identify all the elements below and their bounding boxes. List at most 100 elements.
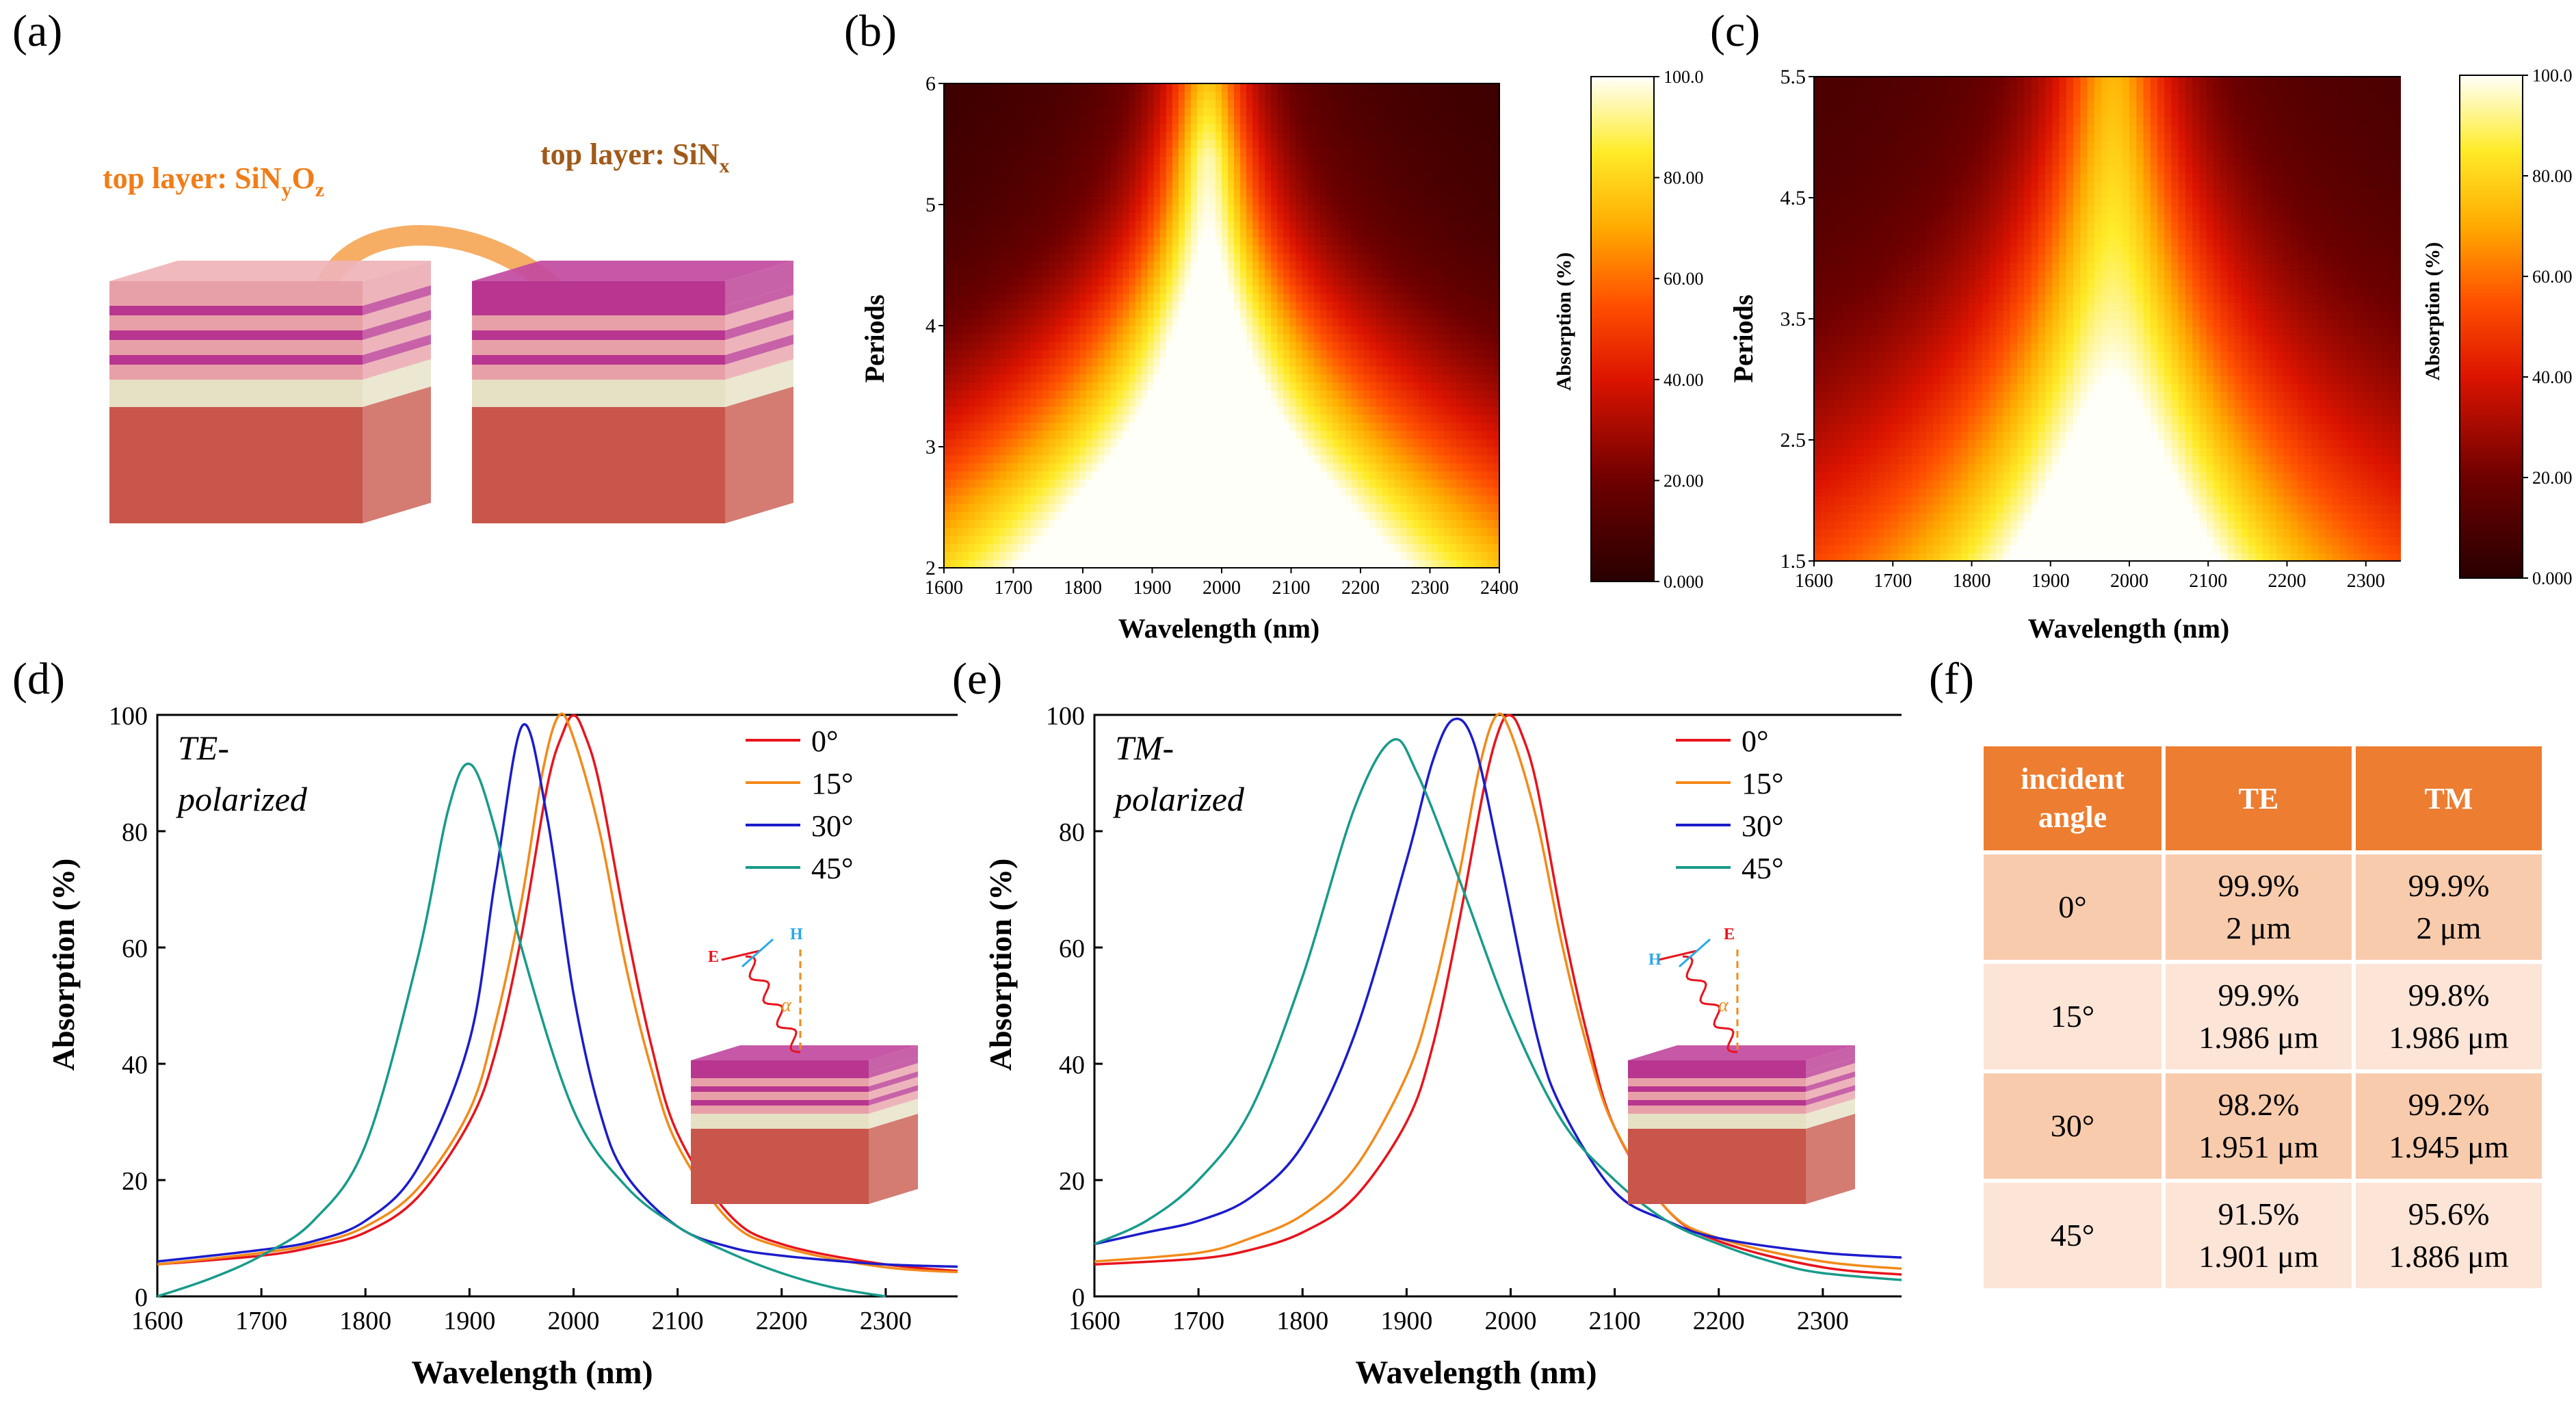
heatmap-cell	[1388, 543, 1395, 552]
heatmap-cell	[1172, 551, 1179, 560]
heatmap-cell	[1412, 487, 1420, 496]
heatmap-cell	[1228, 454, 1235, 464]
heatmap-cell	[1086, 350, 1093, 358]
heatmap-cell	[1042, 83, 1049, 92]
heatmap-cell	[1339, 269, 1346, 278]
heatmap-cell	[1314, 91, 1321, 101]
heatmap-cell	[1302, 188, 1309, 197]
heatmap-cell	[1190, 245, 1198, 254]
heatmap-cell	[1265, 277, 1272, 286]
heatmap-cell	[1271, 398, 1278, 407]
heatmap-cell	[1320, 99, 1327, 108]
heatmap-cell	[1073, 543, 1081, 552]
heatmap-cell	[1172, 107, 1179, 116]
heatmap-cell	[1209, 462, 1216, 471]
heatmap-cell	[1308, 439, 1315, 447]
heatmap-cell	[1357, 341, 1365, 350]
heatmap-cell	[1425, 471, 1432, 480]
heatmap-cell	[1265, 479, 1272, 488]
heatmap-cell	[1018, 366, 1025, 375]
heatmap-cell	[1431, 245, 1438, 254]
stack-layer-front	[109, 306, 363, 315]
heatmap-cell	[1030, 535, 1037, 545]
heatmap-cell	[1098, 341, 1105, 350]
heatmap-cell	[1006, 350, 1012, 358]
heatmap-cell	[1209, 439, 1216, 447]
heatmap-cell	[1104, 495, 1112, 504]
heatmap-cell	[987, 188, 994, 197]
heatmap-cell	[1147, 454, 1155, 464]
heatmap-cell	[1271, 156, 1278, 165]
heatmap-cell	[1222, 390, 1228, 399]
heatmap-cell	[1092, 156, 1099, 165]
heatmap-cell	[1129, 350, 1136, 358]
heatmap-cell	[1153, 124, 1161, 133]
heatmap-cell	[1012, 350, 1018, 358]
heatmap-cell	[1196, 358, 1204, 367]
heatmap-cell	[981, 333, 988, 343]
heatmap-cell	[987, 124, 994, 133]
heatmap-cell	[1431, 422, 1438, 431]
heatmap-cell	[1129, 535, 1136, 545]
heatmap-cell	[1209, 301, 1216, 310]
heatmap-cell	[1209, 172, 1216, 181]
heatmap-cell	[1283, 382, 1290, 391]
heatmap-cell	[969, 309, 975, 318]
heatmap-cell	[1394, 519, 1402, 528]
heatmap-cell	[1061, 228, 1068, 237]
heatmap-cell	[1320, 309, 1327, 318]
heatmap-cell	[1049, 374, 1055, 383]
heatmap-cell	[1265, 116, 1272, 125]
heatmap-cell	[1240, 252, 1247, 262]
heatmap-cell	[1376, 277, 1383, 286]
heatmap-cell	[1215, 326, 1222, 335]
heatmap-cell	[1122, 535, 1130, 545]
heatmap-cell	[1055, 99, 1062, 108]
heatmap-cell	[1122, 366, 1130, 375]
heatmap-cell	[1079, 285, 1087, 294]
heatmap-cell	[1184, 535, 1192, 545]
heatmap-cell	[1184, 430, 1192, 439]
heatmap-cell	[1049, 124, 1055, 133]
heatmap-cell	[1289, 462, 1296, 471]
heatmap-cell	[1296, 454, 1302, 464]
heatmap-cell	[1006, 140, 1012, 148]
heatmap-cell	[987, 398, 994, 407]
heatmap-cell	[1382, 366, 1389, 375]
heatmap-cell	[1388, 131, 1395, 141]
heatmap-cell	[1209, 535, 1216, 545]
heatmap-cell	[1431, 406, 1438, 415]
heatmap-cell	[1308, 107, 1315, 116]
heatmap-cell	[1061, 140, 1068, 148]
heatmap-cell	[1116, 317, 1124, 326]
heatmap-cell	[1246, 551, 1253, 560]
heatmap-cell	[1079, 414, 1087, 423]
heatmap-cell	[1159, 269, 1167, 278]
heatmap-cell	[1363, 317, 1371, 326]
heatmap-cell	[1234, 366, 1241, 375]
heatmap-cell	[1061, 454, 1068, 464]
heatmap-cell	[1314, 99, 1321, 108]
heatmap-cell	[1172, 406, 1179, 415]
heatmap-cell	[1012, 535, 1018, 545]
heatmap-cell	[981, 156, 988, 165]
heatmap-cell	[1345, 511, 1352, 520]
heatmap-cell	[999, 99, 1006, 108]
heatmap-cell	[1172, 341, 1179, 350]
heatmap-cell	[1412, 527, 1420, 536]
heatmap-cell	[1006, 148, 1012, 157]
heatmap-cell	[1339, 333, 1346, 343]
heatmap-cell	[1394, 116, 1402, 125]
heatmap-cell	[1049, 293, 1055, 302]
heatmap-cell	[987, 358, 994, 367]
heatmap-cell	[981, 560, 988, 568]
heatmap-cell	[1246, 487, 1253, 496]
heatmap-cell	[981, 228, 988, 237]
heatmap-cell	[1159, 543, 1167, 552]
heatmap-cell	[1092, 430, 1099, 439]
heatmap-cell	[1332, 309, 1340, 318]
heatmap-cell	[1382, 358, 1389, 367]
heatmap-cell	[1042, 374, 1049, 383]
heatmap-cell	[1190, 479, 1198, 488]
heatmap-cell	[975, 366, 982, 375]
